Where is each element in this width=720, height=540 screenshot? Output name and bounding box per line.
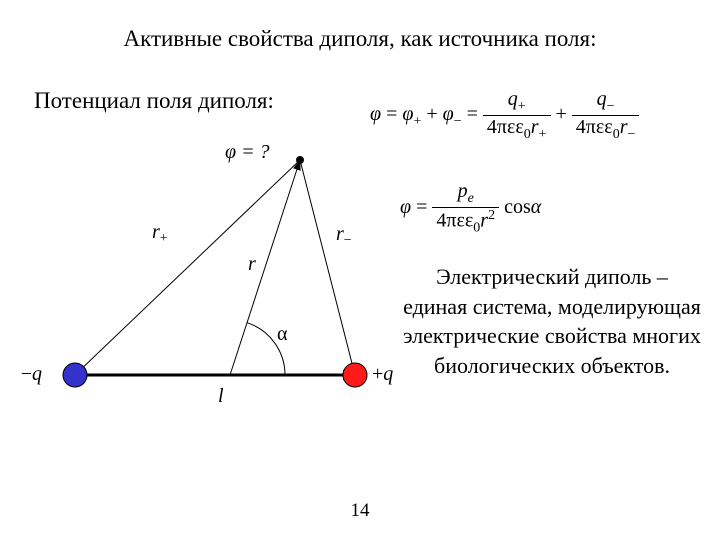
svg-text:φ = ?: φ = ? — [225, 141, 270, 163]
svg-text:r+: r+ — [152, 221, 168, 246]
dipole-diagram-svg: −q +q φ = ? r+ r r− α l — [20, 130, 400, 430]
page-number: 14 — [0, 500, 720, 522]
svg-text:r: r — [248, 253, 256, 275]
page-title: Активные свойства диполя, как источника … — [0, 26, 720, 52]
svg-text:+q: +q — [372, 363, 393, 385]
equation-potential-sum: φ = φ+ + φ− = q+ 4πεε0r+ + q− 4πεε0r− — [370, 88, 700, 138]
svg-text:l: l — [218, 385, 224, 407]
subtitle: Потенциал поля диполя: — [34, 88, 274, 114]
svg-text:α: α — [277, 323, 288, 345]
description-paragraph: Электрический диполь – единая система, м… — [402, 262, 702, 381]
equation-potential-result: φ = pe 4πεε0r2 cosα — [400, 180, 660, 230]
svg-text:r−: r− — [336, 223, 352, 248]
dipole-diagram: −q +q φ = ? r+ r r− α l — [20, 130, 400, 430]
svg-text:−q: −q — [21, 363, 42, 385]
